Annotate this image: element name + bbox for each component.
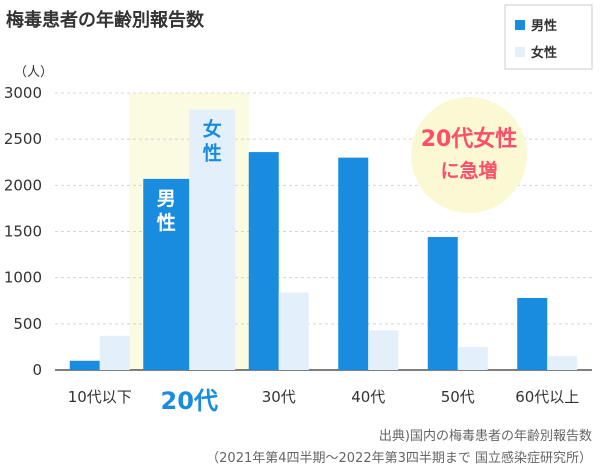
bar-male-2 (248, 152, 279, 370)
x-category-label: 60代以上 (515, 388, 579, 406)
y-axis-ticks: 0 500 1000 1500 2000 2500 3000 (4, 84, 42, 379)
x-category-label: 10代以下 (68, 388, 132, 406)
y-tick-label: 2500 (4, 130, 42, 148)
bar-male-5 (517, 297, 548, 370)
bar-male-4 (427, 237, 458, 370)
bars (69, 109, 578, 371)
bar-male-3 (338, 157, 369, 370)
x-category-label: 20代 (161, 387, 218, 415)
male-bar-label: 男性 (157, 188, 176, 234)
x-category-label: 50代 (441, 388, 475, 406)
bar-female-2 (278, 292, 309, 370)
x-axis-categories: 10代以下 20代 30代 40代 50代 60代以上 (68, 387, 580, 415)
legend-label-female: 女性 (531, 45, 557, 61)
legend-label-male: 男性 (531, 18, 557, 34)
bar-male-0 (69, 360, 100, 370)
source-line1: 出典)国内の梅毒患者の年齢別報告数 (379, 428, 592, 444)
bar-female-4 (457, 346, 488, 370)
bar-female-3 (368, 330, 399, 370)
y-tick-label: 500 (13, 315, 42, 333)
female-bar-label: 女性 (203, 118, 222, 165)
annotation-line1: 20代女性 (421, 126, 518, 152)
y-tick-label: 3000 (4, 84, 42, 102)
chart-title: 梅毒患者の年齢別報告数 (6, 9, 205, 31)
annotation-line2: に急増 (440, 159, 497, 182)
y-tick-label: 1500 (4, 223, 42, 241)
y-axis-unit: （人） (14, 65, 53, 80)
y-tick-label: 1000 (4, 269, 42, 287)
bar-male-1 (143, 178, 190, 370)
annotation-circle (411, 97, 527, 213)
y-tick-label: 0 (32, 361, 42, 379)
legend-swatch-female (515, 47, 525, 57)
bar-female-1 (189, 109, 236, 371)
bar-female-5 (547, 356, 578, 370)
x-category-label: 30代 (262, 388, 296, 406)
y-tick-label: 2000 (4, 176, 42, 194)
source-line2: （2021年第4四半期～2022年第3四半期まで 国立感染症研究所） (206, 450, 592, 466)
legend-swatch-male (515, 20, 525, 30)
x-category-label: 40代 (351, 388, 385, 406)
bar-female-0 (99, 335, 130, 370)
legend-box (504, 4, 593, 70)
